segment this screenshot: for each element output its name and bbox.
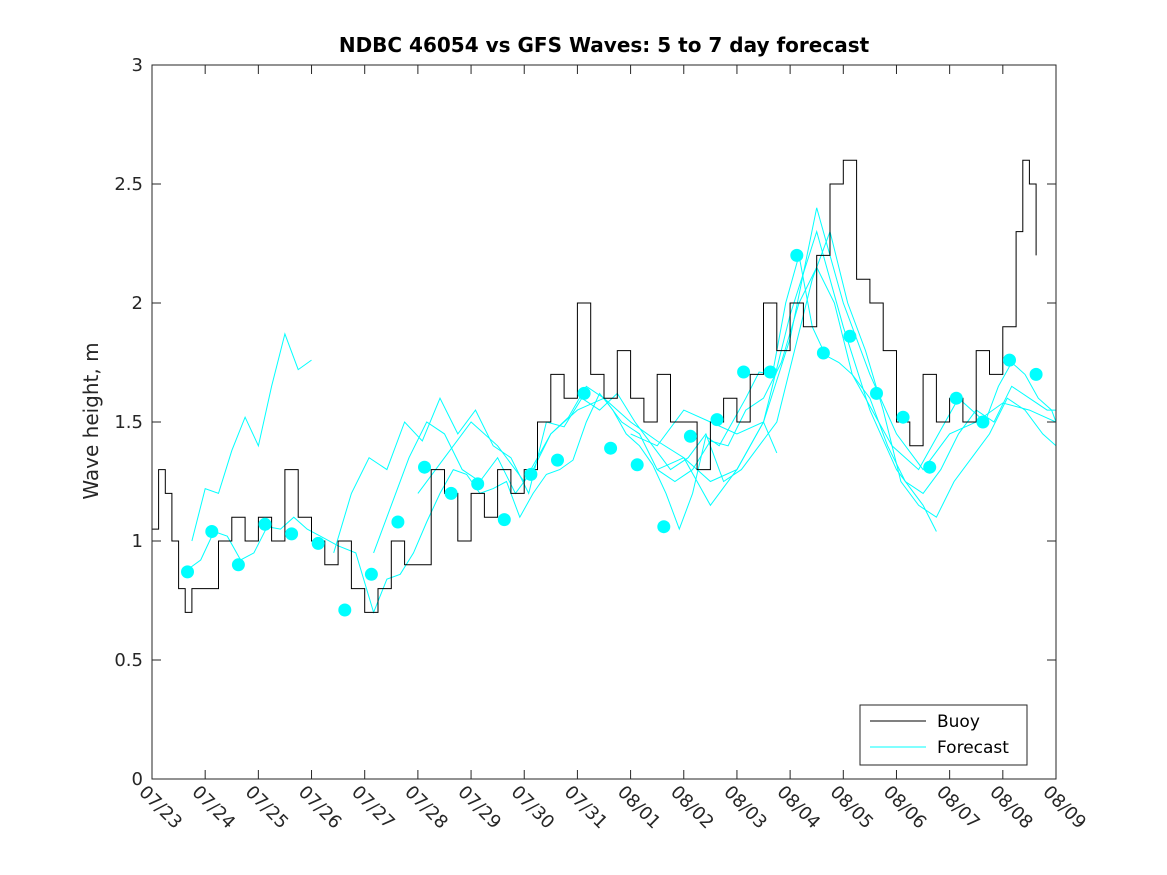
forecast-run-line-4 (373, 266, 1056, 554)
forecast-marker (391, 515, 405, 529)
forecast-marker (604, 441, 618, 455)
forecast-marker (444, 486, 458, 500)
forecast-marker (1029, 367, 1043, 381)
legend-buoy-label: Buoy (937, 712, 980, 732)
y-tick-label: 0 (132, 769, 143, 790)
forecast-marker (710, 413, 724, 427)
forecast-marker (524, 467, 538, 481)
forecast-marker (551, 453, 564, 467)
forecast-marker (205, 525, 219, 538)
forecast-marker (497, 513, 511, 527)
y-tick-label: 0.5 (114, 650, 143, 671)
forecast-marker (737, 365, 751, 379)
forecast-marker (683, 429, 697, 443)
forecast-marker (923, 460, 937, 474)
forecast-marker (816, 346, 830, 360)
legend-forecast-label: Forecast (937, 738, 1009, 758)
y-tick-label: 3 (132, 55, 143, 76)
forecast-marker (657, 520, 671, 534)
forecast-marker (364, 567, 378, 581)
y-axis-label: Wave height, m (79, 342, 103, 499)
forecast-marker (338, 603, 352, 617)
forecast-marker (763, 365, 777, 379)
y-tick-label: 2.5 (114, 174, 143, 195)
forecast-marker (630, 458, 644, 472)
y-axis-ticks: 0 0.5 1 1.5 2 2.5 3 (114, 55, 1056, 790)
y-tick-label: 1 (132, 531, 143, 552)
forecast-marker (471, 477, 485, 491)
forecast-marker (181, 565, 194, 579)
forecast-run-line-1 (187, 255, 1056, 614)
forecast-marker (285, 527, 299, 541)
forecast-run-line-2 (191, 332, 312, 542)
y-tick-label: 1.5 (114, 412, 143, 433)
forecast-marker (258, 517, 272, 531)
buoy-series-line (152, 159, 1037, 613)
forecast-marker (418, 460, 431, 474)
legend: Buoy Forecast (859, 704, 1028, 766)
forecast-marker (976, 415, 990, 429)
forecast-marker (870, 386, 883, 400)
buoy-layer (152, 159, 1037, 613)
chart-title: NDBC 46054 vs GFS Waves: 5 to 7 day fore… (339, 33, 870, 57)
forecast-marker (949, 391, 963, 405)
forecast-marker (231, 558, 245, 572)
forecast-marker-layer (181, 248, 1043, 617)
forecast-marker (311, 536, 325, 550)
forecast-marker (577, 386, 591, 400)
forecast-run-line-6 (656, 229, 937, 532)
forecast-marker (843, 329, 857, 343)
forecast-marker (896, 410, 910, 424)
y-tick-label: 2 (132, 293, 143, 314)
legend-box (859, 704, 1028, 766)
forecast-marker (1003, 353, 1016, 367)
forecast-marker (790, 248, 804, 262)
